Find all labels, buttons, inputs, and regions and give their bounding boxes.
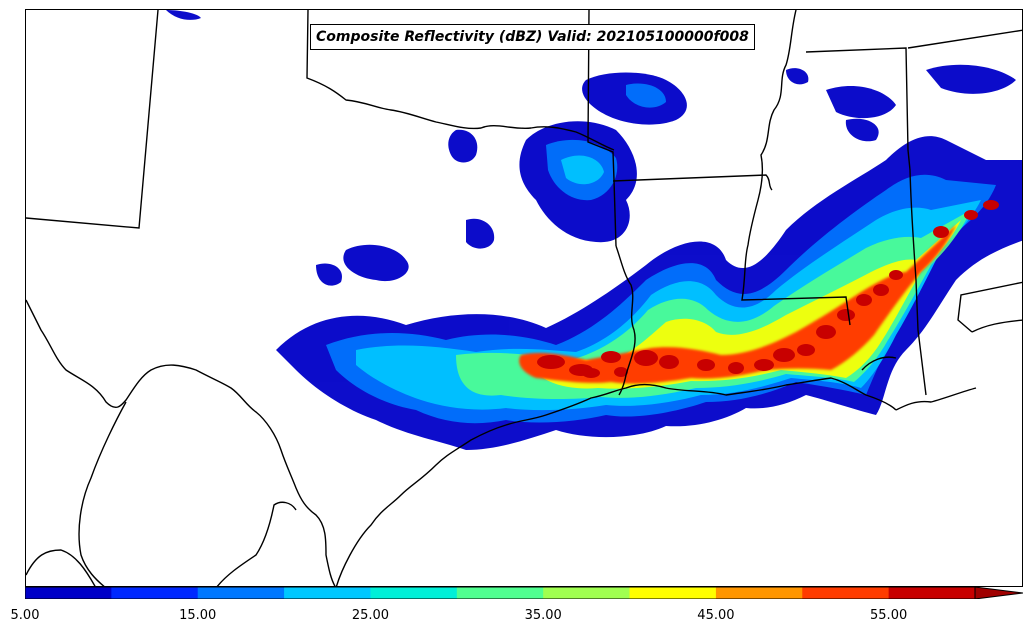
storm-cores xyxy=(537,200,999,378)
colorbar-tick-label: 55.00 xyxy=(870,608,908,623)
colorbar-segment xyxy=(25,587,112,599)
colorbar-segment xyxy=(284,587,371,599)
colorbar-segment xyxy=(715,587,803,599)
reflectivity-field xyxy=(166,10,1022,450)
colorbar-tick-label: 25.00 xyxy=(351,608,390,623)
state-boundaries xyxy=(26,10,1022,586)
colorbar-tick-label: 15.00 xyxy=(179,608,217,623)
colorbar-tick-label: 45.00 xyxy=(697,608,735,623)
colorbar-segment xyxy=(888,587,976,599)
colorbar-segment xyxy=(456,587,544,599)
colorbar-segment xyxy=(197,587,285,599)
colorbar-extend-arrow xyxy=(974,587,1023,599)
colorbar-segment xyxy=(629,587,717,599)
colorbar-segment xyxy=(802,587,890,599)
map-title: Composite Reflectivity (dBZ) Valid: 2021… xyxy=(310,24,755,50)
colorbar-segment xyxy=(543,587,631,599)
colorbar-tick-label: 5.00 xyxy=(10,608,40,623)
map-panel: Composite Reflectivity (dBZ) Valid: 2021… xyxy=(25,9,1023,587)
colorbar-segment xyxy=(111,587,199,599)
colorbar-segment xyxy=(370,587,458,599)
colorbar-tick-label: 35.00 xyxy=(524,608,562,623)
colorbar xyxy=(25,587,1023,599)
radar-map xyxy=(26,10,1022,586)
